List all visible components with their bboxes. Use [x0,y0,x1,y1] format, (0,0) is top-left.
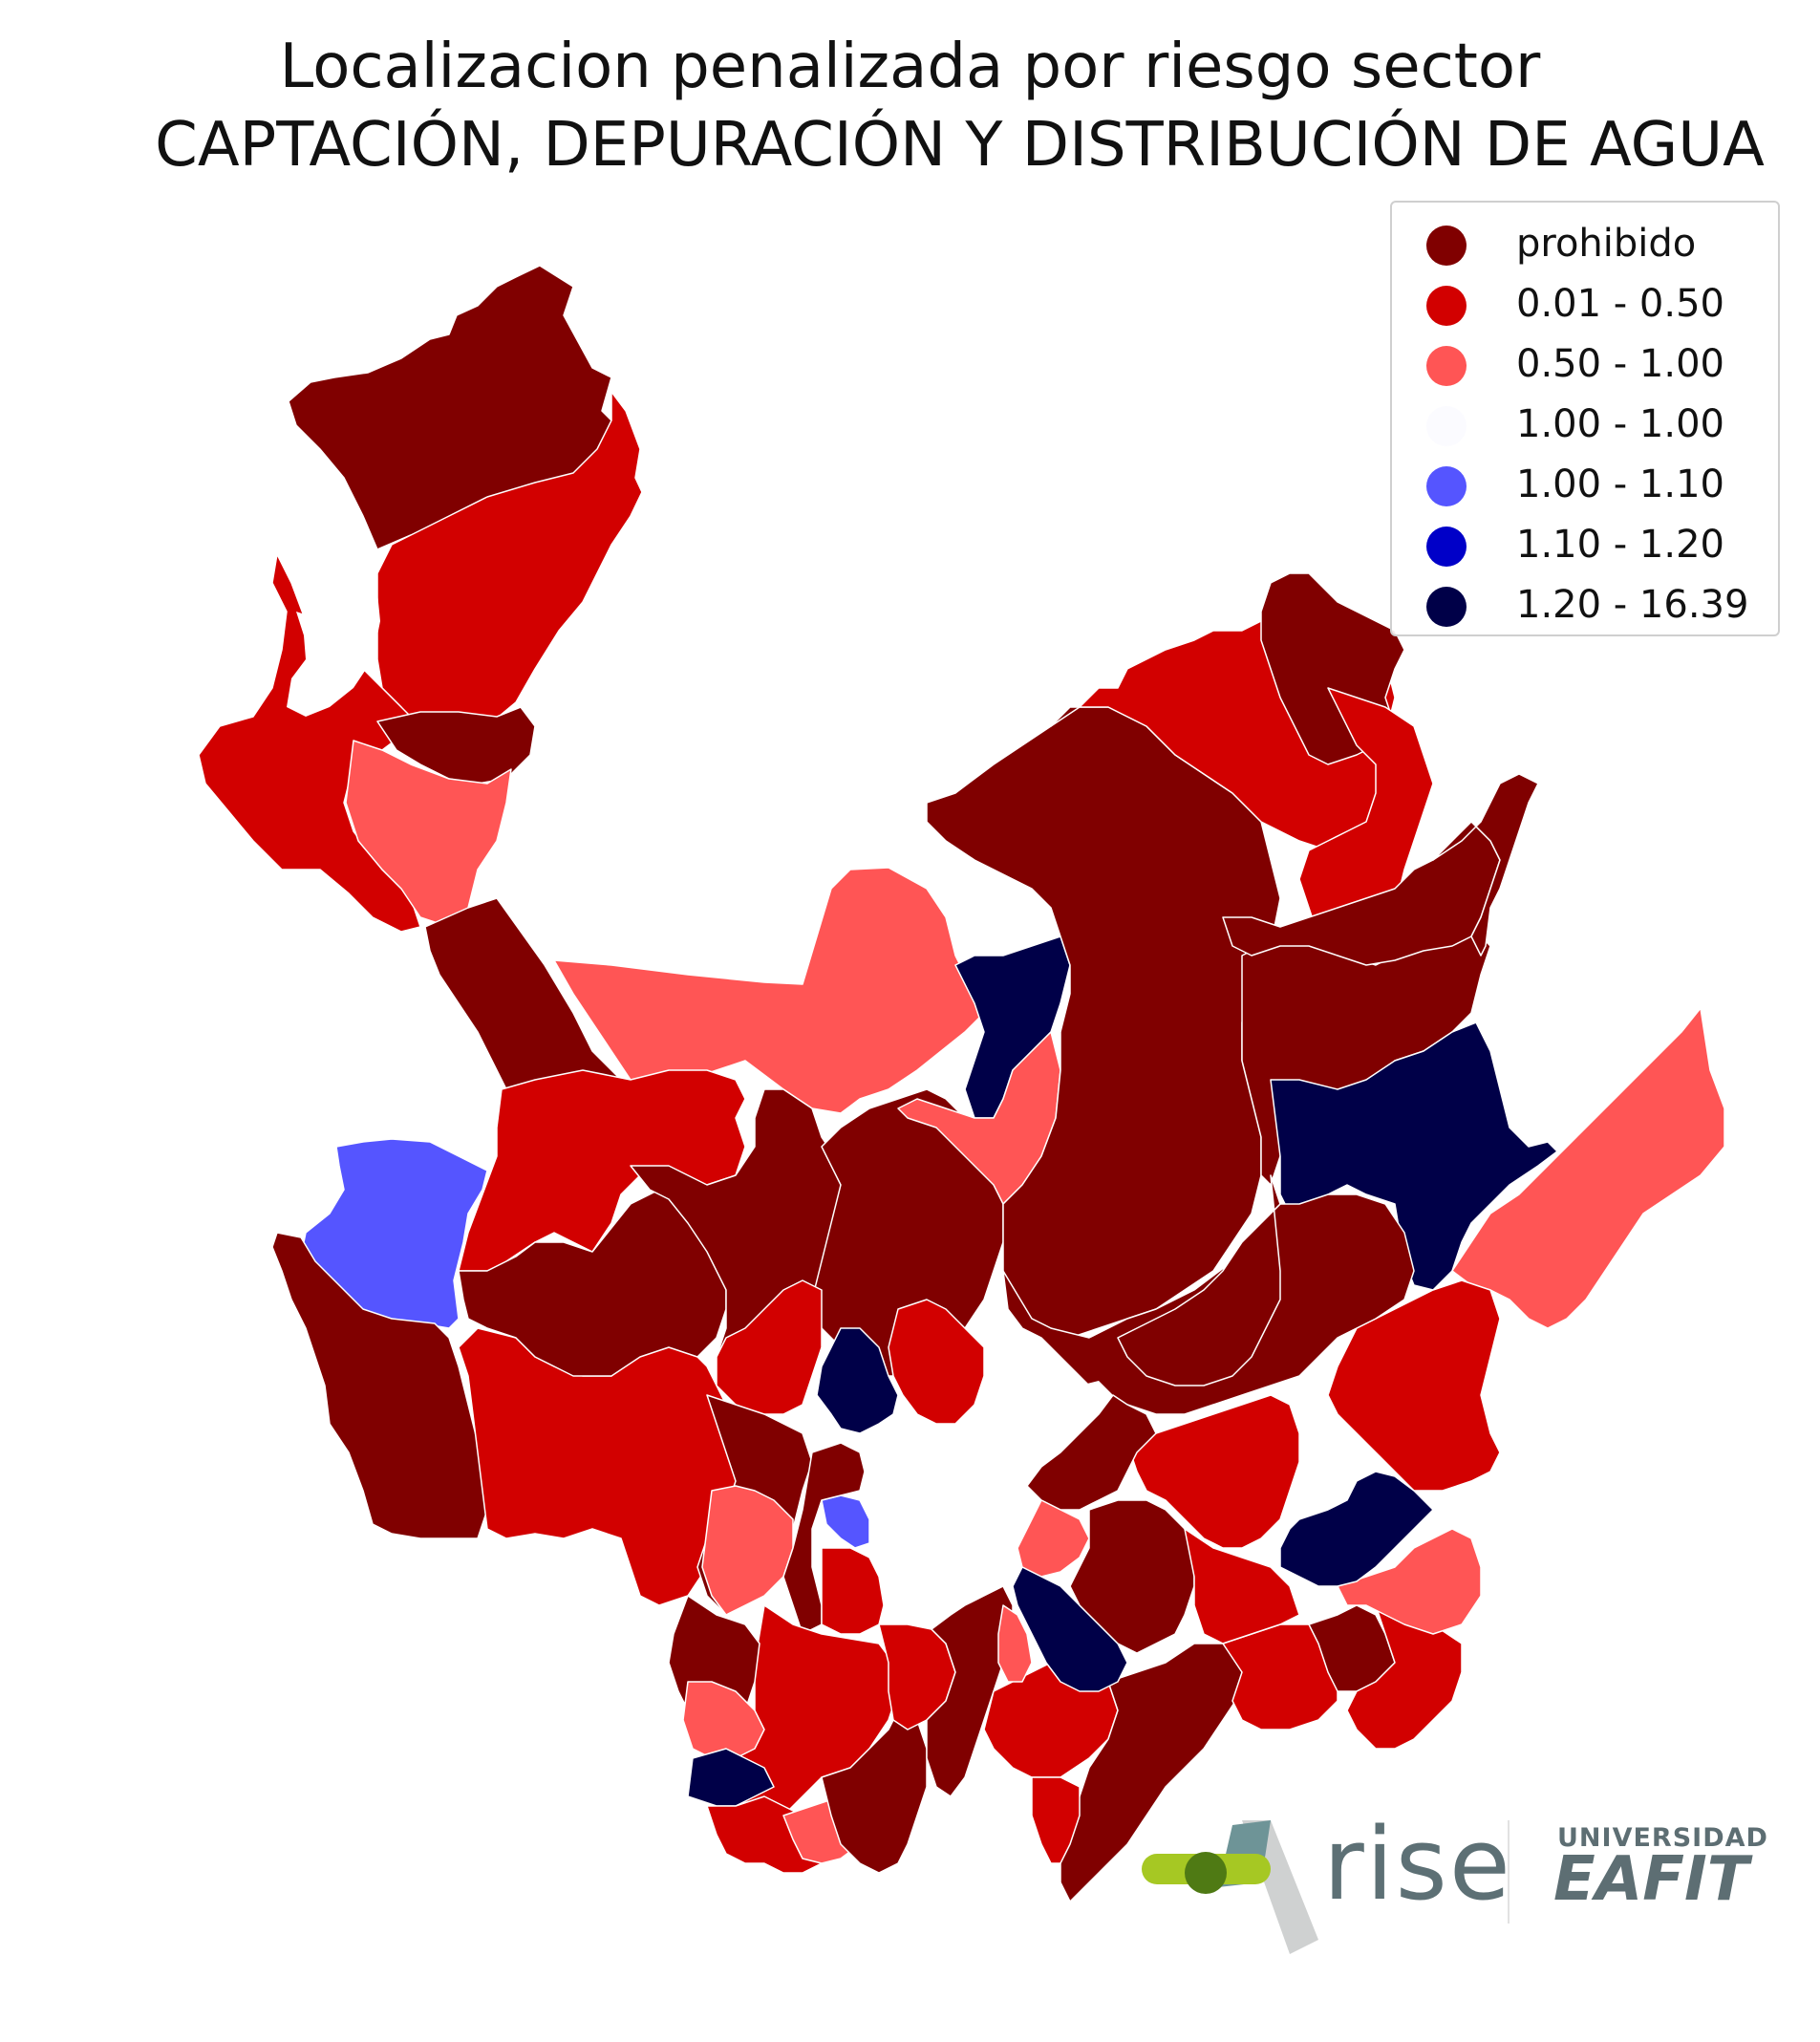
region-oriente-low [1126,1394,1300,1549]
region-apartado [345,740,512,928]
region-caicedo [888,1299,985,1425]
region-amalfi [1117,1174,1281,1386]
region-valparaiso [821,1709,928,1874]
legend-item-0-50-1-00: 0.50 - 1.00 [1392,336,1774,394]
legend-swatch-0-50-1-00 [1426,346,1467,386]
map-title-line-2: CAPTACIÓN, DEPURACIÓN Y DISTRIBUCIÓN DE … [155,110,1765,181]
region-aburra-hole [874,1381,1113,1629]
region-anza [701,1485,794,1616]
legend-swatch-1-20-16-39 [1426,587,1467,627]
legend-swatch-prohibido [1426,226,1467,266]
region-sonson [1060,1643,1243,1902]
legend-item-1-10-1-20: 1.10 - 1.20 [1392,517,1774,574]
region-cocorna [1184,1528,1300,1644]
legend-label-0-50-1-00: 0.50 - 1.00 [1516,342,1724,386]
region-andes [687,1748,775,1807]
legend-swatch-1-10-1-20 [1426,527,1467,567]
legend-label-prohibido: prohibido [1516,222,1697,266]
region-turbo [376,706,536,785]
eafit-logo: UNIVERSIDAD EAFIT [1553,1823,1768,1928]
legend-label-1-00-1-00: 1.00 - 1.00 [1516,402,1724,446]
region-oriente-prohibido [1026,1394,1157,1511]
region-argelia [1222,1623,1338,1730]
rise-logo: rise [1137,1796,1510,1949]
region-puerto-triunfo [1346,1604,1463,1750]
map-title-line-1: Localizacion penalizada por riesgo secto… [279,32,1541,102]
region-uraba-west-coast [198,553,421,933]
rise-logo-mark [1142,1820,1318,1954]
region-frontino [458,1069,746,1272]
legend-swatch-1-00-1-10 [1426,466,1467,506]
legend-item-0-01-0-50: 0.01 - 0.50 [1392,276,1774,333]
region-gulf [287,592,380,717]
region-retiro [997,1604,1033,1683]
legend-item-prohibido: prohibido [1392,216,1774,273]
region-yondo [1451,1007,1725,1329]
legend-swatch-1-00-1-00 [1426,406,1467,446]
region-nechi-east [1432,773,1539,957]
rise-logo-text: rise [1323,1806,1512,1923]
legend-item-1-00-1-00: 1.00 - 1.00 [1392,397,1774,454]
legend-item-1-00-1-10: 1.00 - 1.10 [1392,457,1774,514]
region-uraba-north [288,265,622,550]
region-san-jeronimo [716,1279,823,1415]
legend-swatch-0-01-0-50 [1426,286,1467,326]
eafit-logo-main: EAFIT [1553,1844,1749,1915]
region-titiribi [821,1547,885,1635]
region-rionegro [1017,1499,1090,1578]
region-puerto-berrio [1327,1279,1501,1492]
legend-label-1-10-1-20: 1.10 - 1.20 [1516,523,1724,567]
logo-divider [1508,1820,1510,1924]
region-heliconia [821,1494,870,1549]
legend-label-1-00-1-10: 1.00 - 1.10 [1516,462,1724,506]
region-murindo [271,1232,488,1539]
legend-label-0-01-0-50: 0.01 - 0.50 [1516,282,1724,326]
legend-item-1-20-16-39: 1.20 - 16.39 [1392,577,1774,634]
region-bello-west [816,1327,899,1434]
region-sopetran [782,1442,866,1635]
region-granada [1069,1499,1195,1654]
region-betania [682,1681,765,1759]
legend-label-1-20-16-39: 1.20 - 16.39 [1516,583,1749,627]
map-legend: prohibido 0.01 - 0.50 0.50 - 1.00 1.00 -… [1390,201,1780,636]
region-vigia-del-fuerte [300,1138,488,1329]
region-san-carlos [1279,1471,1434,1587]
eafit-logo-top: UNIVERSIDAD [1557,1823,1768,1853]
region-la-ceja [1012,1566,1128,1692]
region-santa-barbara [926,1585,1014,1797]
region-puerto-nare [1337,1528,1482,1635]
region-abejorral [1031,1776,1081,1864]
